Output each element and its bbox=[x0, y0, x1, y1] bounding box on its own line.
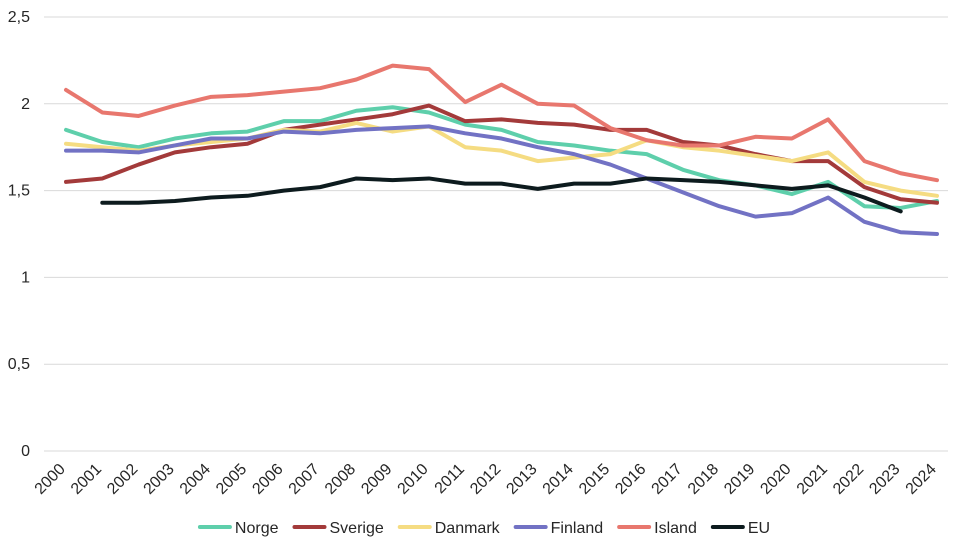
x-tick-label: 2002 bbox=[104, 461, 141, 498]
series-line-finland bbox=[64, 124, 939, 236]
series-line-island bbox=[64, 63, 939, 183]
x-tick-label: 2008 bbox=[322, 461, 359, 498]
series-lines bbox=[64, 63, 939, 236]
x-tick-label: 2023 bbox=[866, 461, 903, 498]
x-tick-label: 2022 bbox=[830, 461, 867, 498]
x-tick-label: 2005 bbox=[213, 461, 250, 498]
gridlines bbox=[44, 16, 948, 452]
x-tick-label: 2001 bbox=[68, 461, 105, 498]
legend: Norge Sverige Danmark Finland Island EU bbox=[197, 520, 770, 537]
x-tick-label: 2010 bbox=[395, 461, 432, 498]
y-tick-label: 1 bbox=[21, 269, 30, 286]
x-tick-label: 2020 bbox=[757, 461, 794, 498]
x-tick-label: 2019 bbox=[721, 461, 758, 498]
series-line-norge bbox=[64, 105, 939, 210]
x-tick-label: 2000 bbox=[32, 461, 69, 498]
legend-label: Finland bbox=[551, 520, 603, 537]
x-tick-label: 2014 bbox=[540, 461, 577, 498]
x-tick-label: 2024 bbox=[903, 461, 940, 498]
x-tick-label: 2017 bbox=[649, 461, 686, 498]
x-tick-label: 2003 bbox=[141, 461, 178, 498]
y-tick-label: 2 bbox=[21, 96, 30, 113]
y-tick-label: 0,5 bbox=[8, 356, 30, 373]
y-tick-label: 0 bbox=[21, 443, 30, 460]
y-tick-label: 1,5 bbox=[8, 183, 30, 200]
x-tick-label: 2015 bbox=[576, 461, 613, 498]
y-axis-ticks: 0 0,5 1 1,5 2 2,5 bbox=[8, 9, 30, 460]
legend-label: Sverige bbox=[330, 520, 384, 537]
x-tick-label: 2021 bbox=[794, 461, 831, 498]
x-axis-ticks: 2000 2001 2002 2003 2004 2005 2006 2007 2008 2009… bbox=[32, 461, 940, 498]
x-tick-label: 2006 bbox=[249, 461, 286, 498]
x-tick-label: 2009 bbox=[358, 461, 395, 498]
series-line-eu bbox=[100, 176, 903, 214]
x-tick-label: 2007 bbox=[286, 461, 323, 498]
x-tick-label: 2004 bbox=[177, 461, 214, 498]
x-tick-label: 2013 bbox=[503, 461, 540, 498]
legend-label: Island bbox=[654, 520, 697, 537]
x-tick-label: 2011 bbox=[432, 461, 468, 497]
x-tick-label: 2018 bbox=[685, 461, 722, 498]
x-tick-label: 2012 bbox=[467, 461, 504, 498]
series-line-danmark bbox=[64, 120, 939, 198]
legend-label: Norge bbox=[235, 520, 279, 537]
legend-label: Danmark bbox=[435, 520, 501, 537]
legend-label: EU bbox=[748, 520, 770, 537]
y-tick-label: 2,5 bbox=[8, 9, 30, 26]
x-tick-label: 2016 bbox=[612, 461, 649, 498]
